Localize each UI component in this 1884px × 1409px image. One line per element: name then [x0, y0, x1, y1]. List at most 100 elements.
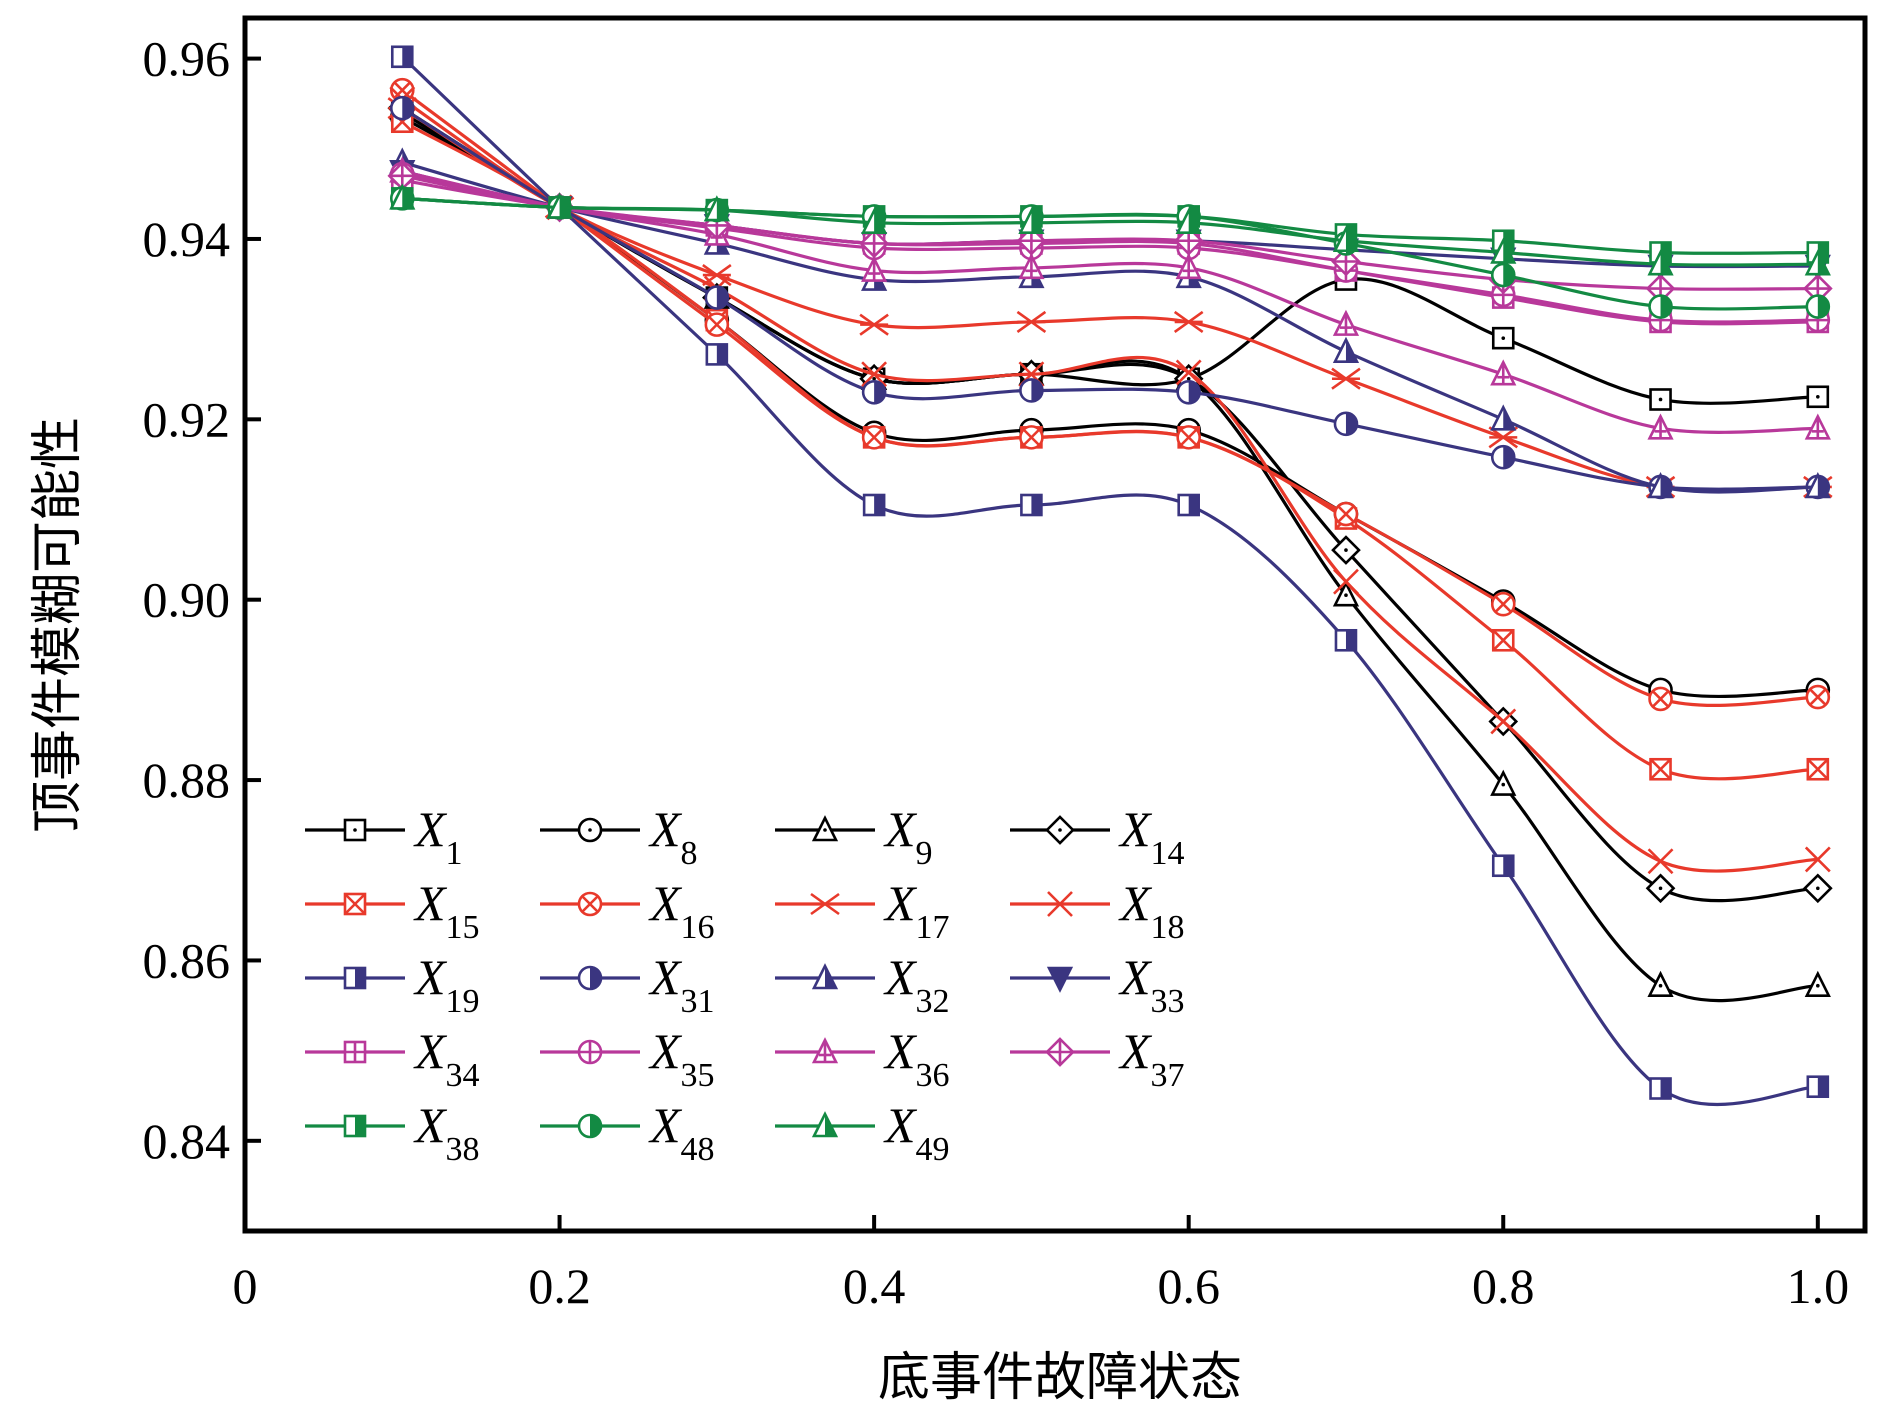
legend-item-X36: X36 [775, 1023, 950, 1094]
legend-label: X48 [648, 1097, 715, 1168]
series-layer [387, 45, 1833, 1106]
legend-label: X36 [883, 1023, 950, 1094]
series-line [401, 106, 1818, 491]
legend-marker [343, 966, 367, 990]
series-line [401, 174, 1818, 291]
data-point [1333, 411, 1359, 437]
series-line [401, 169, 1818, 269]
data-point [1802, 873, 1833, 904]
data-point [1804, 413, 1831, 440]
data-point [862, 493, 886, 517]
data-point [1016, 310, 1047, 333]
legend-marker [343, 1040, 367, 1064]
legend-label: X33 [1118, 949, 1185, 1020]
data-point [1491, 854, 1515, 878]
data-point [1490, 404, 1517, 431]
legend-marker [577, 891, 603, 917]
x-tick-label: 0.4 [843, 1258, 906, 1314]
data-point [1173, 310, 1204, 333]
data-point [1490, 769, 1517, 796]
legend-marker [577, 1113, 603, 1139]
series-X32 [389, 147, 1831, 499]
y-tick-label: 0.94 [143, 211, 231, 267]
data-point [1175, 207, 1202, 235]
series-X19 [390, 45, 1830, 1106]
y-tick-label: 0.90 [143, 572, 231, 628]
data-point [1334, 628, 1358, 652]
legend-label: X18 [1118, 875, 1185, 946]
data-point [1331, 246, 1361, 277]
legend-marker [577, 1039, 603, 1065]
data-point [1019, 425, 1044, 450]
data-point [703, 195, 730, 222]
legend-marker [343, 892, 367, 916]
series-line [401, 97, 1818, 873]
legend-marker [811, 1111, 839, 1138]
legend-item-X32: X32 [775, 949, 950, 1020]
legend-label: X31 [648, 949, 715, 1020]
data-point [1648, 294, 1673, 319]
data-point [1176, 425, 1201, 450]
data-point [861, 207, 888, 235]
data-point [1332, 336, 1360, 363]
legend-item-X35: X35 [540, 1023, 715, 1094]
data-point [1648, 686, 1673, 712]
series-line [401, 169, 1818, 434]
data-point [1491, 326, 1515, 350]
data-point [1649, 388, 1672, 411]
y-tick-label: 0.96 [143, 31, 231, 87]
x-tick-label: 0.2 [528, 1258, 591, 1314]
x-tick-label: 1.0 [1787, 1258, 1850, 1314]
data-point [1331, 535, 1361, 565]
data-point [1802, 273, 1833, 304]
legend-label: X14 [1118, 801, 1185, 872]
legend-item-X1: X1 [305, 801, 463, 872]
data-point [1806, 1075, 1830, 1099]
data-point [389, 95, 415, 121]
legend-label: X35 [648, 1023, 715, 1094]
legend-label: X32 [883, 949, 950, 1020]
data-point [1332, 309, 1360, 336]
legend-label: X19 [413, 949, 480, 1020]
series-X17 [387, 97, 1833, 499]
series-line [402, 196, 1818, 267]
data-point [1175, 359, 1202, 386]
series-X15 [390, 110, 1830, 781]
data-point [861, 425, 887, 450]
legend-marker [1047, 891, 1073, 917]
legend-label: X9 [883, 801, 933, 872]
series-line [402, 178, 1818, 326]
data-point [1805, 294, 1831, 319]
data-point [1332, 580, 1360, 607]
y-tick-label: 0.84 [143, 1113, 231, 1169]
data-point [1647, 848, 1674, 875]
data-point [702, 263, 732, 287]
data-point [1491, 628, 1515, 652]
legend-marker [343, 1114, 367, 1138]
data-point [1647, 249, 1674, 276]
data-point [1804, 472, 1831, 499]
legend-marker [810, 892, 840, 916]
data-point [1647, 970, 1674, 997]
data-point [1804, 970, 1831, 997]
legend-item-X37: X37 [1010, 1023, 1185, 1094]
data-point [1649, 1077, 1672, 1100]
data-point [861, 361, 888, 388]
x-axis-title: 底事件故障状态 [878, 1348, 1242, 1408]
data-point [1647, 472, 1674, 499]
legend-label: X17 [883, 875, 950, 946]
data-point [704, 285, 730, 310]
data-point [1490, 444, 1516, 470]
data-point [1490, 359, 1517, 386]
data-point [1647, 413, 1674, 440]
series-line [401, 106, 1818, 903]
x-tick-label: 0 [233, 1258, 258, 1314]
series-X35 [389, 161, 1831, 333]
data-point [1806, 757, 1830, 781]
legend-label: X34 [413, 1023, 480, 1094]
legend-item-X34: X34 [305, 1023, 480, 1094]
legend-marker [811, 963, 839, 990]
data-point [546, 192, 573, 219]
legend-label: X1 [413, 801, 463, 872]
